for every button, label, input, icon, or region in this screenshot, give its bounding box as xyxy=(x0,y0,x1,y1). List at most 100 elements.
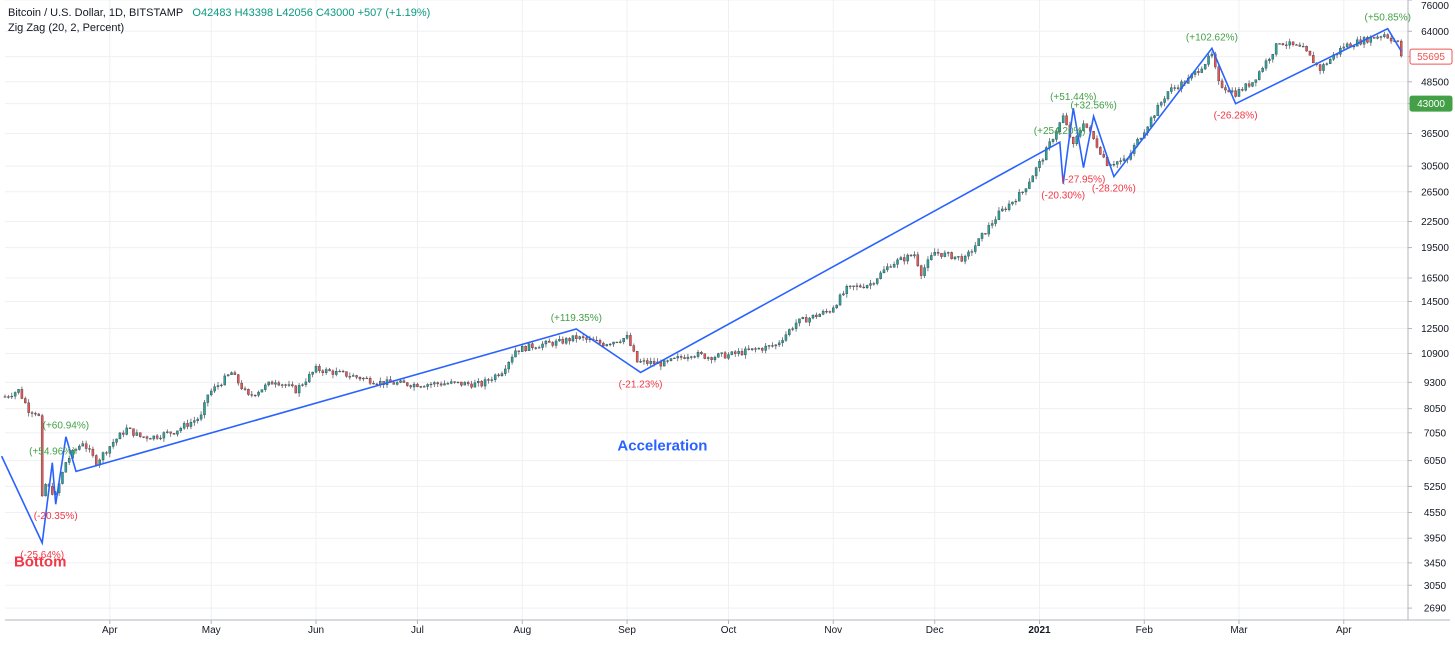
candle xyxy=(1163,96,1166,107)
candle-body xyxy=(568,338,571,342)
last-price-label-box xyxy=(1409,48,1453,65)
candle xyxy=(189,418,193,430)
phase-labels: Bottom Acceleration xyxy=(14,437,708,570)
candle-body xyxy=(710,357,713,360)
candle-body xyxy=(365,377,368,380)
candle-body xyxy=(642,360,646,362)
candle-body xyxy=(132,428,135,436)
candle-body xyxy=(294,385,297,394)
candle-body xyxy=(1291,41,1295,45)
candle-body xyxy=(30,412,34,414)
legend-ohlc: O42483 H43398 L42056 C43000 xyxy=(192,7,355,19)
candle xyxy=(412,382,416,391)
candle xyxy=(335,367,338,377)
candle-body xyxy=(84,443,88,449)
candle xyxy=(1119,157,1122,165)
candle xyxy=(274,379,277,388)
candle-body xyxy=(1396,40,1400,42)
candle-body xyxy=(903,257,906,262)
x-tick-label: 2021 xyxy=(1028,625,1051,636)
candle xyxy=(690,355,693,360)
candle-body xyxy=(943,252,947,257)
candle xyxy=(1322,62,1325,74)
candle xyxy=(20,386,24,400)
candle-body xyxy=(639,361,642,363)
candle xyxy=(37,412,41,417)
candle xyxy=(351,373,355,377)
candle-body xyxy=(416,383,419,388)
candle-body xyxy=(788,329,791,335)
candle xyxy=(649,357,652,367)
candle xyxy=(267,381,270,387)
candle xyxy=(237,373,240,386)
zigzag-label: (-21.23%) xyxy=(619,379,663,390)
candle xyxy=(159,435,162,441)
candle xyxy=(304,378,308,388)
candle xyxy=(1318,63,1322,75)
candle xyxy=(1308,50,1312,56)
candle-body xyxy=(1099,147,1102,155)
candle-body xyxy=(801,317,805,320)
candle-body xyxy=(686,356,690,359)
candle-body xyxy=(1376,36,1379,39)
candle xyxy=(250,390,254,398)
candle xyxy=(848,285,852,290)
candle xyxy=(61,471,64,485)
candle-body xyxy=(531,343,534,349)
candle xyxy=(818,313,822,317)
candle-body xyxy=(1082,123,1085,131)
candle xyxy=(122,430,125,438)
legend-indicator[interactable]: Zig Zag (20, 2, Percent) xyxy=(8,22,125,34)
candle-body xyxy=(395,382,399,385)
candle-body xyxy=(602,342,605,347)
candle xyxy=(886,263,889,273)
candle-body xyxy=(274,382,277,385)
candle xyxy=(1017,189,1021,202)
candle xyxy=(67,455,71,466)
candle-body xyxy=(676,356,680,359)
candle xyxy=(855,282,859,291)
candle xyxy=(1112,160,1116,167)
candle xyxy=(487,377,490,384)
candle-body xyxy=(399,380,402,383)
phase-label-bottom: Bottom xyxy=(14,554,67,571)
candle-body xyxy=(1102,154,1105,158)
candle-body xyxy=(412,383,416,388)
candle-body xyxy=(585,337,588,340)
candle-body xyxy=(1322,64,1325,71)
candle xyxy=(1379,35,1383,41)
candle xyxy=(125,424,128,436)
candle xyxy=(720,352,723,357)
candle-body xyxy=(1237,89,1241,97)
candle-body xyxy=(1325,63,1329,65)
candle-body xyxy=(311,371,314,375)
candle xyxy=(169,431,172,437)
candle-body xyxy=(1092,131,1095,139)
candle xyxy=(747,345,751,351)
candle-body xyxy=(764,345,767,351)
candle-body xyxy=(1234,90,1237,97)
candle xyxy=(243,386,247,391)
candle-body xyxy=(264,384,267,390)
candle xyxy=(835,304,838,309)
candle-body xyxy=(88,448,91,450)
candle xyxy=(598,338,602,345)
candle-body xyxy=(1342,46,1346,49)
candle-body xyxy=(625,335,629,339)
candle-body xyxy=(1116,161,1119,165)
candle-body xyxy=(754,348,757,350)
candle-body xyxy=(203,402,206,416)
candle xyxy=(301,383,304,387)
zigzag-label: (+54.96%) xyxy=(29,447,75,458)
candle xyxy=(179,426,183,434)
candle xyxy=(1176,84,1180,91)
candle xyxy=(970,249,974,256)
candle-body xyxy=(345,371,348,377)
candle-body xyxy=(372,383,375,385)
candle xyxy=(825,308,828,314)
candle-body xyxy=(740,351,744,356)
candle-body xyxy=(1122,158,1126,161)
candle-body xyxy=(64,462,68,473)
candle xyxy=(1122,154,1126,162)
